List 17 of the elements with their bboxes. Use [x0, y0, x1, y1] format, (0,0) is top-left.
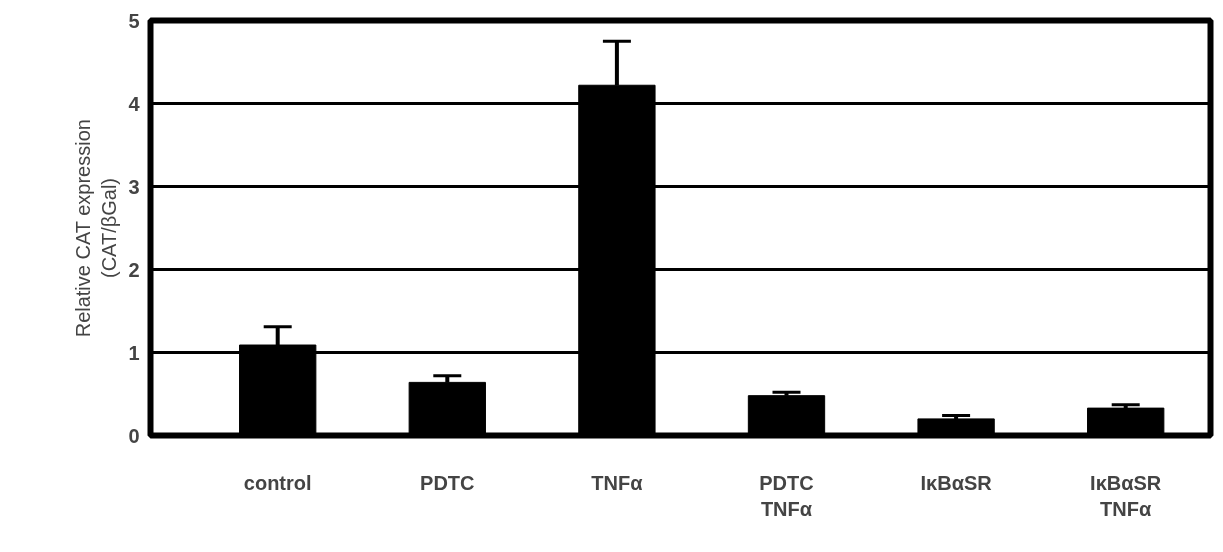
x-tick-label: TNFα: [591, 471, 644, 494]
y-tick-label: 4: [128, 92, 141, 115]
y-tick-label: 3: [128, 175, 140, 198]
bar: [747, 395, 826, 436]
y-tick-label: 0: [128, 424, 140, 447]
bar: [917, 418, 995, 436]
x-tick-label: PDTC: [420, 471, 475, 494]
y-axis-title: Relative CAT expression (CAT/βGal): [71, 119, 121, 338]
x-tick-label: control: [243, 471, 312, 494]
x-tick-label: IκBαSR TNFα: [1090, 471, 1162, 520]
x-tick-label: IκBαSR: [920, 471, 993, 494]
y-tick-label: 2: [128, 258, 140, 281]
y-tick-label: 5: [128, 9, 140, 32]
bar: [408, 381, 486, 436]
x-tick-label: PDTC TNFα: [759, 471, 814, 520]
bar: [1087, 407, 1165, 436]
y-tick-label: 1: [128, 341, 140, 364]
